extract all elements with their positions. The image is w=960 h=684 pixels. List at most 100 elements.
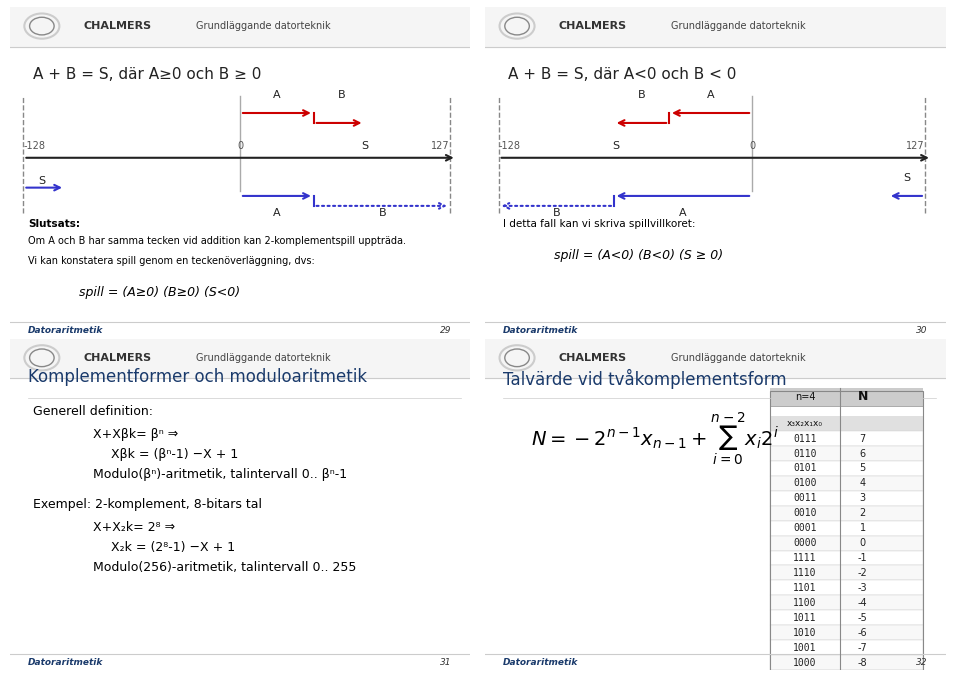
Text: CHALMERS: CHALMERS bbox=[559, 353, 627, 363]
Text: 29: 29 bbox=[441, 326, 452, 334]
FancyBboxPatch shape bbox=[771, 551, 923, 566]
FancyBboxPatch shape bbox=[771, 640, 923, 655]
FancyBboxPatch shape bbox=[771, 416, 923, 431]
Text: S: S bbox=[361, 141, 368, 151]
Text: Xβk = (βⁿ-1) −X + 1: Xβk = (βⁿ-1) −X + 1 bbox=[111, 448, 238, 461]
Text: 31: 31 bbox=[441, 657, 452, 666]
Text: Grundläggande datorteknik: Grundläggande datorteknik bbox=[196, 21, 330, 31]
FancyBboxPatch shape bbox=[771, 476, 923, 491]
Text: -2: -2 bbox=[858, 568, 868, 578]
Text: A: A bbox=[273, 207, 280, 218]
Text: 30: 30 bbox=[916, 326, 927, 334]
Text: 1010: 1010 bbox=[793, 628, 817, 637]
Text: CHALMERS: CHALMERS bbox=[559, 21, 627, 31]
Text: N: N bbox=[857, 391, 868, 404]
Text: 2: 2 bbox=[859, 508, 866, 518]
Text: B: B bbox=[379, 207, 387, 218]
Text: 32: 32 bbox=[916, 657, 927, 666]
FancyBboxPatch shape bbox=[771, 388, 923, 406]
Text: Datoraritmetik: Datoraritmetik bbox=[28, 657, 104, 666]
FancyBboxPatch shape bbox=[771, 655, 923, 670]
Text: Slutsats:: Slutsats: bbox=[28, 219, 80, 229]
Text: Modulo(256)-aritmetik, talintervall 0.. 255: Modulo(256)-aritmetik, talintervall 0.. … bbox=[92, 561, 356, 574]
Text: B: B bbox=[637, 90, 645, 100]
FancyBboxPatch shape bbox=[771, 505, 923, 521]
FancyBboxPatch shape bbox=[771, 536, 923, 551]
Text: Vi kan konstatera spill genom en teckenöverläggning, dvs:: Vi kan konstatera spill genom en teckenö… bbox=[28, 256, 315, 265]
Text: Datoraritmetik: Datoraritmetik bbox=[503, 657, 579, 666]
Text: 0101: 0101 bbox=[793, 464, 817, 473]
Text: -128: -128 bbox=[23, 141, 45, 151]
Text: -3: -3 bbox=[858, 583, 868, 593]
Text: $N = -2^{n-1}x_{n-1} + \sum_{i=0}^{n-2} x_i 2^i$: $N = -2^{n-1}x_{n-1} + \sum_{i=0}^{n-2} … bbox=[531, 410, 779, 466]
Text: CHALMERS: CHALMERS bbox=[84, 353, 152, 363]
Text: 0: 0 bbox=[749, 141, 756, 151]
Text: 1000: 1000 bbox=[793, 657, 817, 668]
Text: Datoraritmetik: Datoraritmetik bbox=[28, 326, 104, 334]
Text: S: S bbox=[902, 173, 910, 183]
Text: Generell definition:: Generell definition: bbox=[33, 405, 153, 418]
Text: -1: -1 bbox=[858, 553, 868, 563]
Text: 1001: 1001 bbox=[793, 642, 817, 653]
Text: 3: 3 bbox=[859, 493, 866, 503]
FancyBboxPatch shape bbox=[771, 491, 923, 505]
Text: -7: -7 bbox=[858, 642, 868, 653]
Text: 0: 0 bbox=[859, 538, 866, 548]
Text: 1110: 1110 bbox=[793, 568, 817, 578]
Text: spill = (A≥0) (B≥0) (S<0): spill = (A≥0) (B≥0) (S<0) bbox=[79, 285, 240, 298]
Bar bbox=[10, 7, 470, 47]
Text: I detta fall kan vi skriva spillvillkoret:: I detta fall kan vi skriva spillvillkore… bbox=[503, 219, 696, 229]
Text: A: A bbox=[273, 90, 280, 100]
Text: X+Xβk= βⁿ ⇒: X+Xβk= βⁿ ⇒ bbox=[92, 428, 178, 441]
Text: 127: 127 bbox=[431, 141, 449, 151]
Text: Om A och B har samma tecken vid addition kan 2-komplementspill uppträda.: Om A och B har samma tecken vid addition… bbox=[28, 236, 406, 246]
Text: 6: 6 bbox=[859, 449, 866, 458]
Text: 0010: 0010 bbox=[793, 508, 817, 518]
FancyBboxPatch shape bbox=[771, 431, 923, 446]
Text: n=4: n=4 bbox=[795, 392, 815, 402]
Text: -8: -8 bbox=[858, 657, 868, 668]
Text: 7: 7 bbox=[859, 434, 866, 444]
Text: 0110: 0110 bbox=[793, 449, 817, 458]
Text: X₂k = (2⁸-1) −X + 1: X₂k = (2⁸-1) −X + 1 bbox=[111, 541, 235, 554]
Bar bbox=[10, 339, 470, 378]
Text: -5: -5 bbox=[858, 613, 868, 622]
Text: A: A bbox=[707, 90, 714, 100]
Text: x₃x₂x₁x₀: x₃x₂x₁x₀ bbox=[787, 419, 823, 428]
Text: 0: 0 bbox=[237, 141, 243, 151]
Text: S: S bbox=[612, 141, 620, 151]
Text: 0100: 0100 bbox=[793, 478, 817, 488]
Text: CHALMERS: CHALMERS bbox=[84, 21, 152, 31]
Text: Exempel: 2-komplement, 8-bitars tal: Exempel: 2-komplement, 8-bitars tal bbox=[33, 498, 262, 511]
Text: B: B bbox=[338, 90, 346, 100]
Text: B: B bbox=[552, 207, 560, 218]
Text: spill = (A<0) (B<0) (S ≥ 0): spill = (A<0) (B<0) (S ≥ 0) bbox=[554, 249, 723, 262]
Text: S: S bbox=[38, 176, 45, 186]
Text: 1101: 1101 bbox=[793, 583, 817, 593]
Text: 5: 5 bbox=[859, 464, 866, 473]
Text: 0111: 0111 bbox=[793, 434, 817, 444]
Text: 0011: 0011 bbox=[793, 493, 817, 503]
Text: Grundläggande datorteknik: Grundläggande datorteknik bbox=[671, 353, 805, 363]
Text: Modulo(βⁿ)-aritmetik, talintervall 0.. βⁿ-1: Modulo(βⁿ)-aritmetik, talintervall 0.. β… bbox=[92, 468, 347, 481]
Text: A + B = S, där A<0 och B < 0: A + B = S, där A<0 och B < 0 bbox=[508, 66, 736, 81]
Text: Talvärde vid tvåkomplementsform: Talvärde vid tvåkomplementsform bbox=[503, 369, 787, 389]
FancyBboxPatch shape bbox=[771, 521, 923, 536]
Text: -128: -128 bbox=[498, 141, 520, 151]
Text: 4: 4 bbox=[859, 478, 866, 488]
Text: 127: 127 bbox=[906, 141, 924, 151]
FancyBboxPatch shape bbox=[771, 581, 923, 595]
Text: 1011: 1011 bbox=[793, 613, 817, 622]
Text: A + B = S, där A≥0 och B ≥ 0: A + B = S, där A≥0 och B ≥ 0 bbox=[33, 66, 261, 81]
Text: A: A bbox=[679, 207, 686, 218]
Text: 1: 1 bbox=[859, 523, 866, 533]
FancyBboxPatch shape bbox=[771, 595, 923, 610]
FancyBboxPatch shape bbox=[771, 610, 923, 625]
Text: 0001: 0001 bbox=[793, 523, 817, 533]
Text: -4: -4 bbox=[858, 598, 868, 608]
FancyBboxPatch shape bbox=[771, 625, 923, 640]
Text: Komplementformer och moduloaritmetik: Komplementformer och moduloaritmetik bbox=[28, 369, 367, 386]
Text: -6: -6 bbox=[858, 628, 868, 637]
Bar bbox=[485, 7, 946, 47]
Text: Grundläggande datorteknik: Grundläggande datorteknik bbox=[196, 353, 330, 363]
